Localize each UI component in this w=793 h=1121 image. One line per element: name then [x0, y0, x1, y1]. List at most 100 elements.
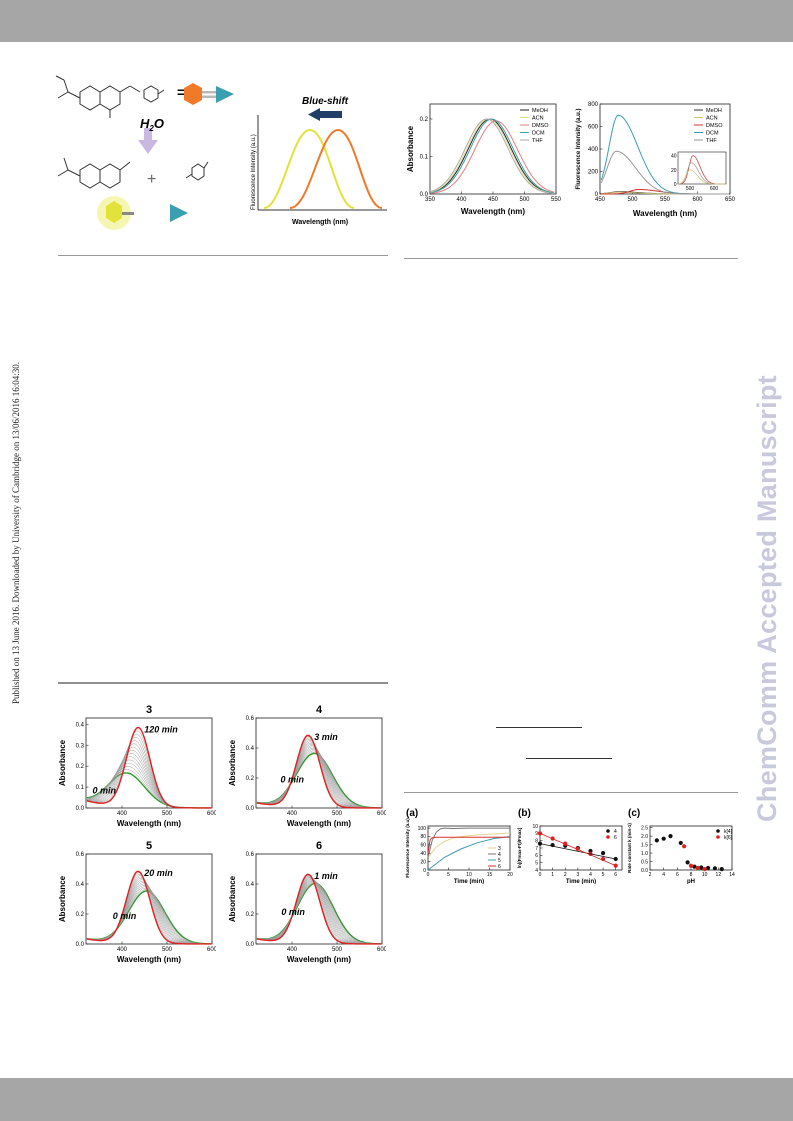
pa-ytick-label: 80	[420, 834, 426, 840]
sfl-ytick-label: 600	[588, 125, 599, 131]
pc-point-k[4]	[712, 866, 718, 871]
k6-xtick-label: 400	[287, 947, 298, 953]
short-rule-1	[496, 727, 582, 728]
pb-legend-label: 4	[614, 829, 617, 835]
pb-ylabel: ln[(Fmax-Ft)/Fmax]	[517, 827, 522, 868]
pc-point-k[4]	[719, 867, 724, 872]
pc-legend-swatch	[716, 829, 720, 833]
k3-ytick-label: 0.2	[76, 764, 85, 770]
sabs-series-DCM	[431, 118, 555, 194]
sabs-legend-label: THF	[532, 138, 543, 144]
k4-xtick-label: 400	[287, 811, 298, 817]
k3-label-start: 0 min	[93, 786, 117, 796]
k4-frame	[255, 717, 383, 809]
sfl-legend-label: MeOH	[706, 108, 722, 114]
teal-triangle-product	[170, 204, 188, 222]
sfl-legend-label: THF	[706, 138, 717, 144]
sabs-ytick-label: 0.1	[420, 155, 429, 161]
k6-label-start: 0 min	[281, 907, 305, 917]
pa-xtick-label: 5	[447, 872, 450, 878]
sabs-legend-label: ACN	[532, 116, 544, 122]
single-bond-bar	[122, 212, 134, 215]
orange-peak	[289, 128, 383, 209]
kinetics-panel-4: 400 500 600 0.0 0.2 0.4 0.6 4 3 min 0 min Waveleng…	[226, 700, 386, 830]
blue-shift-label: Blue-shift	[302, 96, 349, 107]
pc-ytick-label: 1.0	[641, 851, 648, 857]
pb-ytick-label: 10	[532, 824, 538, 830]
panel-c-chart: 2 4 6 8 10 12 14 0.0 0.5 1.0 1.5 2.0 2.5(c) k[4]k[6] p…	[627, 808, 735, 884]
kinetics-panel-3: 400 500 600 0.0 0.1 0.2 0.3 0.4 3 120 min 0 min Wav…	[56, 700, 216, 830]
plus-sign: +	[147, 171, 156, 188]
k3-label-end: 120 min	[144, 724, 178, 734]
pc-xtick-label: 6	[676, 872, 679, 878]
k5-ytick-label: 0.2	[76, 912, 85, 918]
orange-hexagon	[184, 83, 202, 105]
kinetics-panel-6: 400 500 600 0.0 0.2 0.4 0.6 6 1 min 0 min Waveleng…	[226, 836, 386, 966]
pa-ytick-label: 20	[420, 859, 426, 865]
k3-xtick-label: 400	[117, 811, 128, 817]
sketch-ylabel: Fluorescence Intensity (a.u.)	[251, 134, 257, 210]
k5-label-end: 20 min	[143, 868, 173, 878]
pa-panel-label: (a)	[406, 808, 418, 819]
rule-left-mid	[58, 682, 388, 684]
k4-curve-intermediate	[256, 738, 382, 809]
k3-xtick-label: 600	[207, 811, 216, 817]
pa-ytick-label: 0	[423, 868, 426, 874]
pb-ytick-label: 4	[535, 868, 538, 874]
k6-frame	[255, 853, 383, 945]
k3-xlabel: Wavelength (nm)	[117, 819, 181, 828]
solvent-fluorescence-figure: 450 500 550 600 650 0 200 400 600 800 MeOH ACN DMSO D…	[574, 98, 736, 220]
sabs-series-ACN	[431, 118, 555, 194]
pc-xtick-label: 10	[702, 872, 708, 878]
k3-ylabel: Absorbance	[58, 739, 67, 786]
rule-right-bottom	[404, 792, 738, 793]
k3-title: 3	[146, 704, 152, 716]
k6-curve-end	[256, 873, 382, 945]
pc-ytick-label: 0.5	[641, 859, 648, 865]
k5-xtick-label: 600	[207, 947, 216, 953]
molecule-structure-product	[57, 157, 131, 189]
k6-ytick-label: 0.4	[246, 882, 255, 888]
pa-xtick-label: 0	[427, 872, 430, 878]
sfl-legend-label: ACN	[706, 116, 718, 122]
pa-xtick-label: 15	[487, 872, 493, 878]
sfl-ytick-label: 400	[588, 147, 599, 153]
pb-xtick-label: 4	[589, 872, 592, 878]
pc-point-k[6]	[702, 867, 707, 872]
short-rule-2	[526, 758, 612, 759]
pb-ytick-label: 6	[535, 853, 538, 859]
sabs-legend-label: MeOH	[532, 108, 548, 114]
mechanism-scheme: = H2O + Blue-shift	[52, 70, 392, 235]
pa-ytick-label: 100	[418, 826, 427, 832]
sfl-ytick-label: 0	[595, 192, 599, 198]
pb-xtick-label: 6	[614, 872, 617, 878]
pc-point-k[4]	[705, 865, 711, 871]
pc-point-k[6]	[688, 863, 694, 868]
sabs-xtick-label: 350	[425, 197, 436, 203]
down-arrow	[138, 128, 158, 154]
k5-frame	[85, 853, 213, 945]
pc-ytick-label: 1.5	[641, 842, 648, 848]
blue-shift-arrow	[320, 111, 342, 118]
pa-xtick-label: 20	[507, 872, 513, 878]
pb-panel-label: (b)	[518, 808, 531, 819]
k4-curve-end	[256, 734, 382, 809]
yellow-hexagon	[106, 201, 122, 223]
footer-band	[0, 1078, 793, 1121]
sfl-inset-ytick-label: 40	[671, 154, 677, 160]
pa-ytick-label: 40	[420, 851, 426, 857]
k4-label-end: 3 min	[314, 732, 338, 742]
pb-ytick-label: 9	[535, 831, 538, 837]
k3-ytick-label: 0.1	[76, 785, 85, 791]
pc-ytick-label: 2.0	[641, 834, 648, 840]
k5-xtick-label: 400	[117, 947, 128, 953]
sfl-ytick-label: 200	[588, 170, 599, 176]
k4-ytick-label: 0.2	[246, 776, 255, 782]
panel-c-figure: 2 4 6 8 10 12 14 0.0 0.5 1.0 1.5 2.0 2.5 (c) k[4] k[6] p…	[626, 804, 740, 884]
reagent-h2o: H2O	[140, 116, 164, 133]
kinetics-panel-5: 400 500 600 0.0 0.2 0.4 0.6 5 20 min 0 min Wavelen…	[56, 836, 216, 966]
solvent-fluorescence-chart: 450 500 550 600 6500200400600800MeOHACNDMSOD…	[576, 102, 736, 218]
k6-title: 6	[316, 840, 322, 852]
k6-xlabel: Wavelength (nm)	[287, 955, 351, 964]
sabs-xtick-label: 400	[456, 197, 467, 203]
